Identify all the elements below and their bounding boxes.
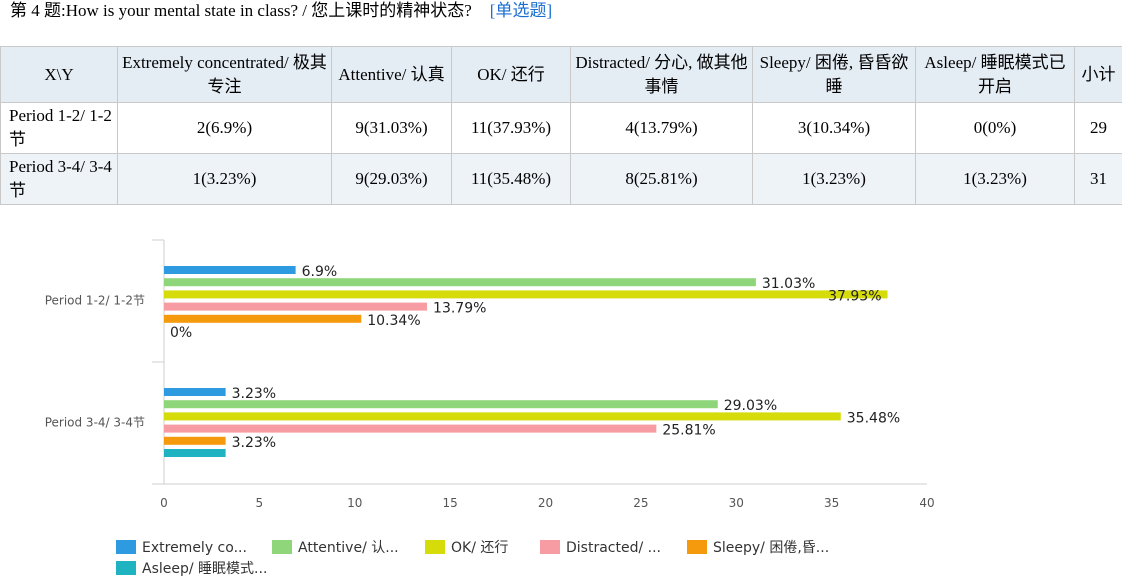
data-label: 13.79% — [433, 301, 486, 317]
x-tick-label: 5 — [256, 496, 264, 510]
legend-label: Distracted/ ... — [566, 540, 661, 556]
table-cell: 3(10.34%) — [753, 103, 916, 154]
bar — [164, 400, 718, 408]
bar — [164, 266, 296, 274]
column-header: OK/ 还行 — [452, 47, 571, 103]
bar — [164, 315, 361, 323]
legend-swatch — [116, 540, 136, 554]
column-header: Asleep/ 睡眠模式已开启 — [916, 47, 1075, 103]
x-tick-label: 15 — [442, 496, 457, 510]
question-text: 第 4 题:How is your mental state in class?… — [10, 1, 472, 20]
legend-swatch — [272, 540, 292, 554]
x-tick-label: 40 — [919, 496, 934, 510]
x-tick-label: 0 — [160, 496, 168, 510]
row-header: Period 3-4/ 3-4 节 — [1, 154, 118, 205]
x-tick-label: 25 — [633, 496, 648, 510]
column-header-subtotal: 小计 — [1075, 47, 1122, 103]
data-label: 0% — [170, 325, 192, 341]
bar — [164, 388, 226, 396]
crosstab-table: X\Y Extremely concentrated/ 极其专注 Attenti… — [0, 46, 1122, 205]
column-header: Extremely concentrated/ 极其专注 — [118, 47, 332, 103]
bar — [164, 290, 888, 298]
legend-label: OK/ 还行 — [451, 540, 508, 556]
data-label: 6.9% — [302, 264, 338, 280]
data-label: 29.03% — [724, 398, 777, 414]
table-cell: 8(25.81%) — [571, 154, 753, 205]
data-label: 35.48% — [847, 410, 900, 426]
column-header: Distracted/ 分心, 做其他事情 — [571, 47, 753, 103]
data-label: 25.81% — [662, 423, 715, 439]
data-label: 10.34% — [367, 313, 420, 329]
table-row: Period 3-4/ 3-4 节 1(3.23%) 9(29.03%) 11(… — [1, 154, 1122, 205]
category-label: Period 1-2/ 1-2节 — [45, 294, 145, 308]
bar — [164, 412, 841, 420]
bar — [164, 278, 756, 286]
category-label: Period 3-4/ 3-4节 — [45, 416, 145, 430]
bar — [164, 449, 226, 457]
table-cell-subtotal: 29 — [1075, 103, 1122, 154]
table-corner-header: X\Y — [1, 47, 118, 103]
data-label: 37.93% — [828, 288, 881, 304]
row-header: Period 1-2/ 1-2 节 — [1, 103, 118, 154]
table-cell: 11(37.93%) — [452, 103, 571, 154]
table-cell: 0(0%) — [916, 103, 1075, 154]
legend-swatch — [116, 561, 136, 575]
column-header: Attentive/ 认真 — [332, 47, 452, 103]
table-cell: 1(3.23%) — [916, 154, 1075, 205]
data-label: 3.23% — [232, 435, 276, 451]
x-tick-label: 10 — [347, 496, 362, 510]
bar — [164, 425, 656, 433]
x-tick-label: 30 — [729, 496, 744, 510]
question-type-badge: [单选题] — [490, 1, 552, 20]
column-header: Sleepy/ 困倦, 昏昏欲睡 — [753, 47, 916, 103]
bar-chart: 0 5 10 15 20 25 30 35 40 Period 1-2/ 1-2节 Period 3… — [0, 230, 1122, 576]
table-cell: 11(35.48%) — [452, 154, 571, 205]
table-cell: 9(29.03%) — [332, 154, 452, 205]
x-tick-label: 35 — [824, 496, 839, 510]
table-cell: 9(31.03%) — [332, 103, 452, 154]
table-row: Period 1-2/ 1-2 节 2(6.9%) 9(31.03%) 11(3… — [1, 103, 1122, 154]
legend-label: Asleep/ 睡眠模式... — [142, 561, 267, 576]
bar — [164, 303, 427, 311]
legend-swatch — [425, 540, 445, 554]
legend-swatch — [687, 540, 707, 554]
bar-chart-container: 0 5 10 15 20 25 30 35 40 Period 1-2/ 1-2节 Period 3… — [0, 230, 1122, 576]
legend-label: Sleepy/ 困倦,昏... — [713, 540, 829, 556]
x-tick-label: 20 — [538, 496, 553, 510]
table-cell-subtotal: 31 — [1075, 154, 1122, 205]
data-label: 3.23% — [232, 386, 276, 402]
table-cell: 1(3.23%) — [118, 154, 332, 205]
data-label: 31.03% — [762, 276, 815, 292]
table-header-row: X\Y Extremely concentrated/ 极其专注 Attenti… — [1, 47, 1122, 103]
table-cell: 1(3.23%) — [753, 154, 916, 205]
legend-label: Attentive/ 认... — [298, 540, 399, 556]
legend-label: Extremely co... — [142, 540, 247, 556]
question-title: 第 4 题:How is your mental state in class?… — [10, 0, 552, 22]
table-cell: 4(13.79%) — [571, 103, 753, 154]
legend-swatch — [540, 540, 560, 554]
table-cell: 2(6.9%) — [118, 103, 332, 154]
bar — [164, 437, 226, 445]
